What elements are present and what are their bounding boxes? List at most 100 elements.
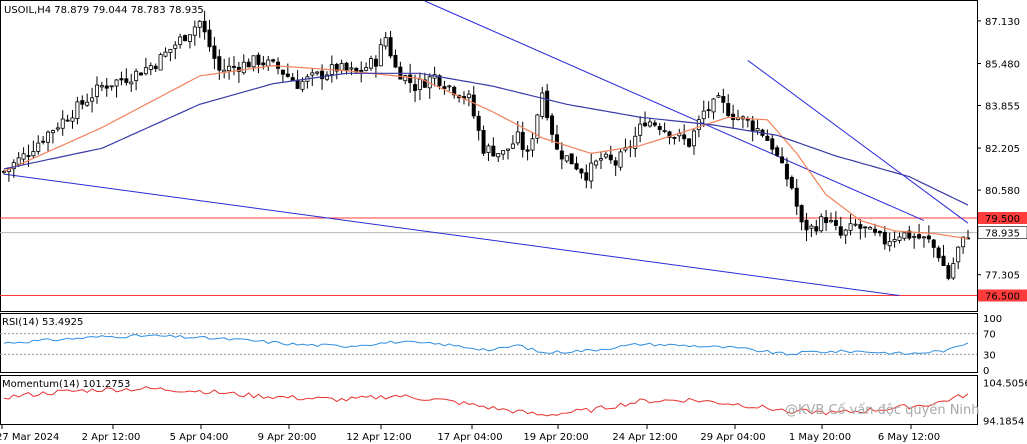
candle	[148, 62, 153, 76]
candle	[887, 232, 892, 252]
candle	[946, 262, 951, 281]
candle	[799, 204, 804, 231]
candle	[139, 72, 144, 76]
momentum-panel[interactable]: 104.5056 94.1854 Momentum(14) 101.2753	[0, 375, 1027, 428]
current-price-tag	[977, 226, 1027, 239]
candle	[726, 94, 731, 118]
rsi-tick-label: 0	[983, 366, 989, 377]
candle	[936, 245, 941, 262]
candle	[41, 136, 46, 145]
candle	[633, 126, 638, 158]
candle	[104, 77, 109, 97]
candle	[119, 71, 124, 86]
candle	[926, 225, 931, 243]
time-tick-label: 9 Apr 20:00	[258, 432, 317, 443]
candle	[545, 83, 550, 121]
candle	[687, 138, 692, 148]
candle	[598, 151, 603, 170]
price-panel[interactable]: 87.130 85.480 83.855 82.205 80.580 77.305 79.…	[0, 0, 1027, 312]
candle	[65, 114, 70, 122]
candle	[657, 123, 662, 136]
price-tick-label: 85.480	[985, 60, 1020, 71]
candle	[491, 137, 496, 157]
candle	[486, 143, 491, 162]
candle	[80, 95, 85, 110]
rsi-panel[interactable]: 100 70 30 0 RSI(14) 53.4925	[0, 313, 1002, 378]
candle	[721, 88, 726, 114]
candle	[271, 58, 276, 64]
candle	[961, 236, 966, 254]
candle	[917, 223, 922, 240]
trend-line	[424, 0, 925, 222]
candle	[183, 34, 188, 42]
candle	[163, 47, 168, 58]
candle	[858, 219, 863, 240]
price-panel-frame	[0, 0, 978, 312]
candle	[408, 63, 413, 93]
candle	[569, 153, 574, 165]
candle	[55, 122, 60, 132]
candle	[315, 71, 320, 76]
candle	[589, 152, 594, 189]
candle	[207, 19, 212, 52]
candle	[579, 168, 584, 179]
candle	[212, 36, 217, 70]
moving-average-line	[3, 72, 969, 206]
momentum-axis: 104.5056 94.1854	[983, 379, 1027, 428]
price-tick-label: 82.205	[985, 144, 1020, 155]
candle	[594, 159, 599, 169]
candle	[608, 145, 613, 164]
candle	[691, 128, 696, 155]
candle	[143, 57, 148, 76]
candle	[36, 135, 41, 155]
candle	[525, 145, 530, 161]
price-level-tag	[978, 289, 1027, 302]
candle	[46, 130, 51, 152]
candle	[814, 219, 819, 235]
candle	[388, 30, 393, 59]
candle	[413, 74, 418, 103]
time-axis: 27 Mar 2024 2 Apr 12:00 5 Apr 04:00 9 Apr 2…	[0, 425, 940, 443]
momentum-tick-label: 104.5056	[983, 379, 1027, 390]
candle	[780, 147, 785, 164]
rsi-line	[3, 333, 969, 356]
candle	[114, 78, 119, 98]
trend-line	[3, 173, 900, 296]
candle	[378, 38, 383, 67]
candle	[11, 159, 16, 178]
candle	[819, 213, 824, 233]
candle	[256, 52, 261, 74]
candle	[202, 10, 207, 40]
candle	[550, 113, 555, 143]
candle	[129, 73, 134, 92]
candle	[877, 230, 882, 237]
candle	[706, 101, 711, 119]
candle	[168, 48, 173, 62]
time-tick-label: 17 Apr 04:00	[437, 432, 502, 443]
candle	[403, 74, 408, 85]
price-tick-label: 80.580	[985, 186, 1020, 197]
candle	[701, 100, 706, 128]
current-price-label: 78.935	[985, 229, 1020, 240]
price-tick-label: 83.855	[985, 101, 1020, 112]
candle	[912, 233, 917, 249]
time-tick-label: 19 Apr 20:00	[523, 432, 588, 443]
candle	[530, 132, 535, 157]
candle	[124, 68, 129, 86]
candle	[109, 85, 114, 91]
candle	[75, 96, 80, 125]
candle	[231, 56, 236, 76]
candle	[618, 148, 623, 171]
candle	[94, 76, 99, 104]
rsi-tick-label: 70	[983, 330, 996, 341]
candle	[584, 164, 589, 189]
candle	[442, 80, 447, 95]
rsi-tick-label: 30	[983, 350, 996, 361]
moving-average-line	[3, 64, 969, 240]
candle	[838, 216, 843, 239]
candle	[383, 32, 388, 50]
candle	[873, 223, 878, 236]
candle	[750, 115, 755, 142]
time-tick-label: 24 Apr 12:00	[612, 432, 677, 443]
